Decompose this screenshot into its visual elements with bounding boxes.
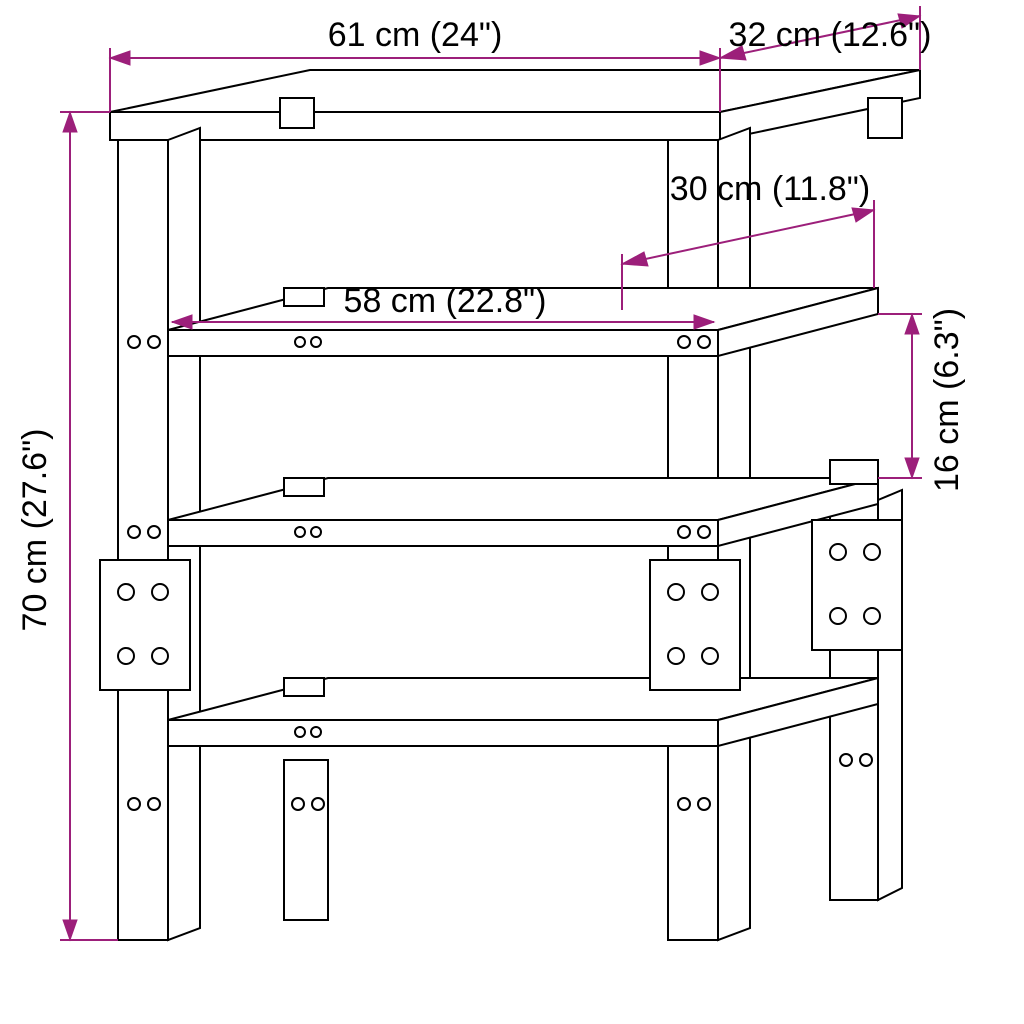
top-board — [110, 70, 920, 140]
label-shelf-width: 58 cm (22.8") — [344, 282, 547, 320]
label-height: 70 cm (27.6") — [16, 429, 54, 632]
label-shelf-gap: 16 cm (6.3") — [928, 308, 966, 492]
dim-height — [60, 112, 118, 940]
label-shelf-depth: 30 cm (11.8") — [670, 170, 870, 208]
rear-right-leg-upper — [868, 98, 902, 138]
shelf-2 — [168, 460, 878, 546]
dim-shelf-gap — [878, 314, 922, 478]
label-width: 61 cm (24") — [328, 16, 503, 54]
rear-left-leg-lower — [284, 760, 328, 920]
shelf-3 — [168, 678, 878, 746]
label-depth: 32 cm (12.6") — [729, 16, 932, 54]
rear-left-leg — [280, 98, 314, 128]
